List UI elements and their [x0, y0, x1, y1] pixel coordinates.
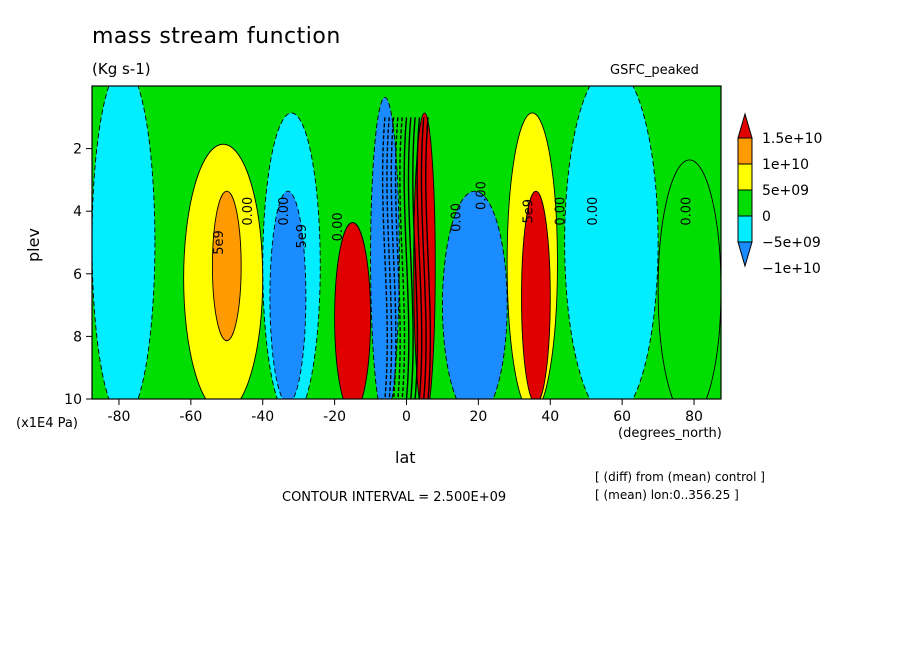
region-contour-9	[506, 112, 558, 399]
equatorial-contour-0	[381, 117, 388, 399]
colorbar-label-3: 0	[762, 209, 771, 225]
colorbar-swatch-2	[737, 163, 753, 191]
x-tick-label-7: 60	[613, 409, 631, 425]
equatorial-contour-6	[407, 117, 414, 399]
contour-interval: CONTOUR INTERVAL = 2.500E+09	[282, 490, 507, 505]
colorbar: 1.5e+10 1e+10 5e+09 0 −5e+09 −1e+10	[737, 112, 822, 277]
contour-label-1: 0.00	[241, 197, 256, 226]
x-tick-label-3: -20	[323, 409, 346, 425]
equatorial-contour-1	[386, 117, 393, 399]
colorbar-swatch-1	[737, 137, 753, 165]
mean-note: [ (mean) lon:0..356.25 ]	[595, 488, 739, 502]
region-contour-7	[413, 112, 436, 399]
colorbar-top-arrow	[737, 112, 753, 139]
y-tick-label-2: 6	[73, 267, 82, 283]
region-contour-2	[211, 190, 242, 342]
region-contour-10	[521, 190, 551, 399]
region-8	[442, 191, 508, 399]
region-11	[564, 86, 659, 399]
contour-label-0: 5e9	[212, 230, 227, 255]
region-2	[212, 191, 242, 341]
equatorial-contour-10	[425, 117, 432, 399]
chart-units: (Kg s-1)	[92, 60, 151, 78]
colorbar-label-1: 1e+10	[762, 157, 809, 173]
contour-label-2: 0.00	[277, 197, 292, 226]
diff-note: [ (diff) from (mean) control ]	[595, 470, 765, 484]
colorbar-swatch-3	[737, 189, 753, 217]
contour-label-3: 0.00	[331, 212, 346, 241]
colorbar-label-2: 5e+09	[762, 183, 809, 199]
contour-label-6: 0.00	[475, 181, 490, 210]
region-contour-0	[92, 86, 156, 399]
contour-label-9: 0.00	[586, 197, 601, 226]
equatorial-contour-5	[403, 117, 410, 399]
equatorial-contour-2	[390, 117, 397, 399]
colorbar-label-5: −1e+10	[762, 261, 821, 277]
contour-label-8: 0.00	[554, 197, 569, 226]
equatorial-contour-3	[394, 117, 401, 399]
experiment-label: GSFC_peaked	[610, 63, 699, 78]
y-tick-label-3: 8	[73, 329, 82, 345]
y-axis-units: (x1E4 Pa)	[16, 416, 78, 431]
y-axis-title: plev	[24, 228, 43, 262]
region-contour-5	[334, 222, 372, 399]
y-tick-label-4: 10	[64, 392, 82, 408]
x-tick-label-2: -40	[251, 409, 274, 425]
x-tick-label-4: 0	[402, 409, 411, 425]
equatorial-contour-4	[399, 117, 406, 399]
region-contour-6	[370, 96, 400, 399]
contour-label-7: 5e9	[521, 199, 536, 224]
x-tick-label-1: -60	[179, 409, 202, 425]
region-0	[92, 86, 155, 399]
y-tick-label-0: 2	[73, 142, 82, 158]
region-4	[269, 191, 306, 399]
region-contour-8	[442, 190, 508, 399]
region-10	[521, 191, 551, 399]
x-tick-label-5: 20	[469, 409, 487, 425]
region-contour-4	[269, 190, 307, 399]
contour-label-5: 0.00	[449, 203, 464, 232]
equatorial-contour-7	[412, 117, 419, 399]
colorbar-bottom-arrow	[737, 241, 753, 268]
equatorial-contour-9	[420, 117, 427, 399]
x-tick-label-8: 80	[685, 409, 703, 425]
x-axis-units: (degrees_north)	[618, 426, 722, 441]
contour-label-10: 0.00	[679, 197, 694, 226]
colorbar-label-0: 1.5e+10	[762, 131, 822, 147]
stream-function-field	[92, 86, 721, 399]
x-tick-label-0: -80	[108, 409, 131, 425]
colorbar-label-4: −5e+09	[762, 235, 821, 251]
contour-label-4: 5e9	[295, 224, 310, 249]
x-tick-label-6: 40	[541, 409, 559, 425]
y-tick-label-1: 4	[73, 204, 82, 220]
region-12	[658, 159, 721, 399]
chart-title: mass stream function	[92, 24, 341, 49]
contour-lines	[92, 86, 721, 399]
region-5	[334, 222, 371, 399]
colorbar-swatch-4	[737, 215, 753, 243]
x-axis-title: lat	[395, 448, 416, 467]
y-axis: 2 4 6 8 10	[64, 142, 92, 408]
region-contour-11	[564, 86, 659, 399]
x-axis: -80 -60 -40 -20 0 20 40 60 80	[108, 399, 703, 425]
